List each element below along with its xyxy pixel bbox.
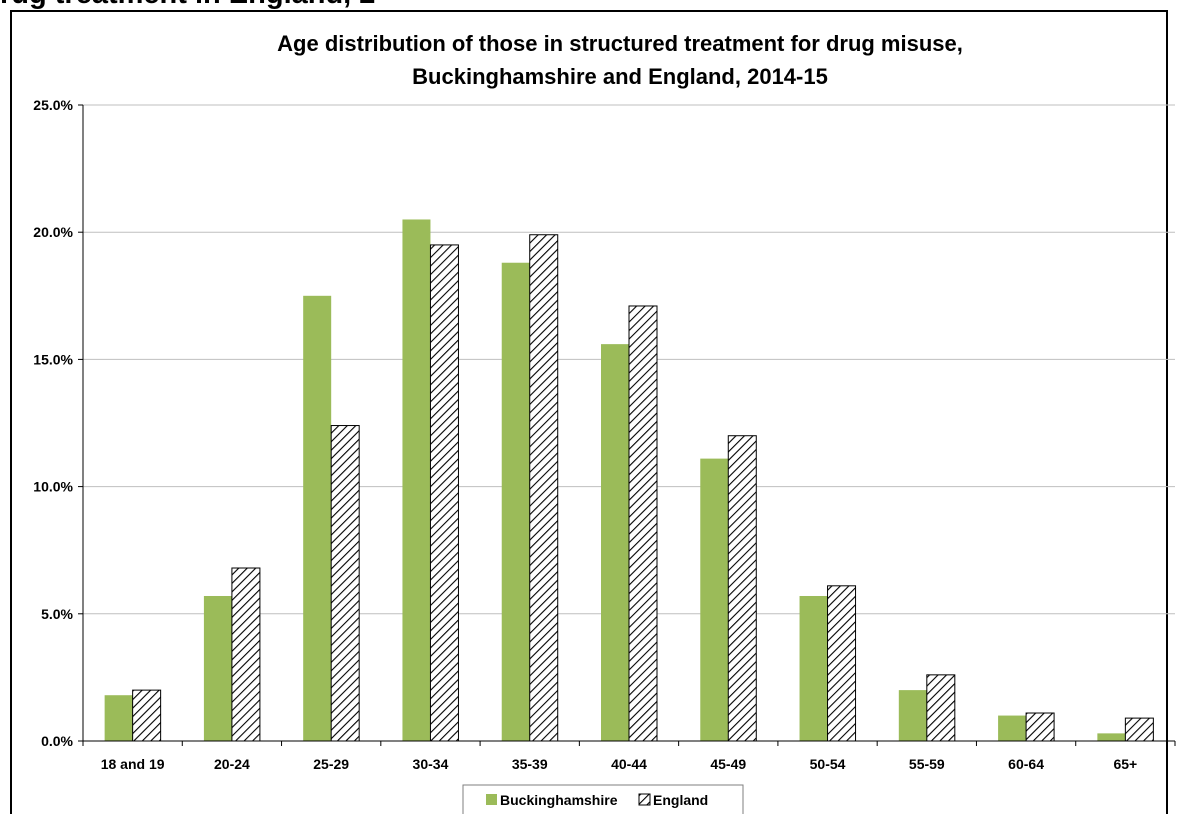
axes	[82, 105, 1175, 742]
legend-swatch	[638, 793, 651, 806]
x-tick-label: 30-34	[413, 756, 449, 772]
bar-england	[132, 689, 162, 742]
bar-buckinghamshire	[601, 344, 629, 741]
x-tick-label: 35-39	[512, 756, 548, 772]
bar-england	[330, 425, 360, 742]
x-tick-label: 18 and 19	[101, 756, 165, 772]
bar-buckinghamshire	[203, 595, 232, 741]
y-tick-label: 15.0%	[33, 351, 73, 367]
bar-england	[827, 585, 857, 742]
bar-buckinghamshire	[898, 690, 927, 741]
bar-england	[727, 435, 757, 742]
legend-box	[462, 784, 744, 814]
clipped-heading: rug treatment in England, 2	[0, 0, 375, 11]
bar-buckinghamshire	[303, 295, 332, 741]
x-tick-label: 55-59	[909, 756, 945, 772]
chart-title-line-2: Buckinghamshire and England, 2014-15	[412, 64, 828, 89]
bar-england	[1025, 712, 1055, 742]
bar-england	[231, 567, 261, 742]
x-axis-ticks: 18 and 19 20-24 25-29 30-34 35-39 40-44 45-49 5…	[82, 741, 1176, 772]
legend-swatch	[486, 794, 497, 805]
bar-england	[429, 244, 459, 742]
y-axis-ticks: 0.0% 5.0% 10.0% 15.0% 20.0% 25.0%	[33, 97, 83, 749]
y-tick-label: 10.0%	[33, 479, 73, 495]
bars	[104, 219, 1154, 742]
legend: Buckinghamshire England	[462, 784, 744, 814]
bar-buckinghamshire	[402, 219, 431, 742]
bar-england	[926, 674, 956, 742]
y-tick-label: 20.0%	[33, 224, 73, 240]
bar-england	[1124, 717, 1154, 742]
bar-buckinghamshire	[104, 695, 133, 741]
x-tick-label: 20-24	[214, 756, 250, 772]
y-tick-label: 5.0%	[41, 606, 73, 622]
chart-title-line-1: Age distribution of those in structured …	[277, 31, 963, 56]
bar-england	[529, 234, 559, 742]
bar-buckinghamshire	[1097, 733, 1126, 741]
x-tick-label: 50-54	[810, 756, 846, 772]
chart-frame	[10, 10, 1168, 814]
bar-buckinghamshire	[799, 595, 828, 741]
x-tick-label: 40-44	[611, 756, 647, 772]
legend-label: England	[653, 792, 708, 808]
y-tick-label: 0.0%	[41, 733, 73, 749]
bar-buckinghamshire	[998, 715, 1027, 741]
x-tick-label: 25-29	[313, 756, 349, 772]
x-tick-label: 65+	[1113, 756, 1137, 772]
bar-buckinghamshire	[501, 262, 530, 741]
bar-england	[628, 305, 658, 742]
y-tick-label: 25.0%	[33, 97, 73, 113]
x-tick-label: 60-64	[1008, 756, 1044, 772]
legend-label: Buckinghamshire	[500, 792, 618, 808]
bar-buckinghamshire	[700, 458, 729, 741]
x-tick-label: 45-49	[710, 756, 746, 772]
